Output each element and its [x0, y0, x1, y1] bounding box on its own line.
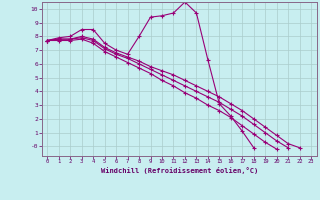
X-axis label: Windchill (Refroidissement éolien,°C): Windchill (Refroidissement éolien,°C): [100, 167, 258, 174]
